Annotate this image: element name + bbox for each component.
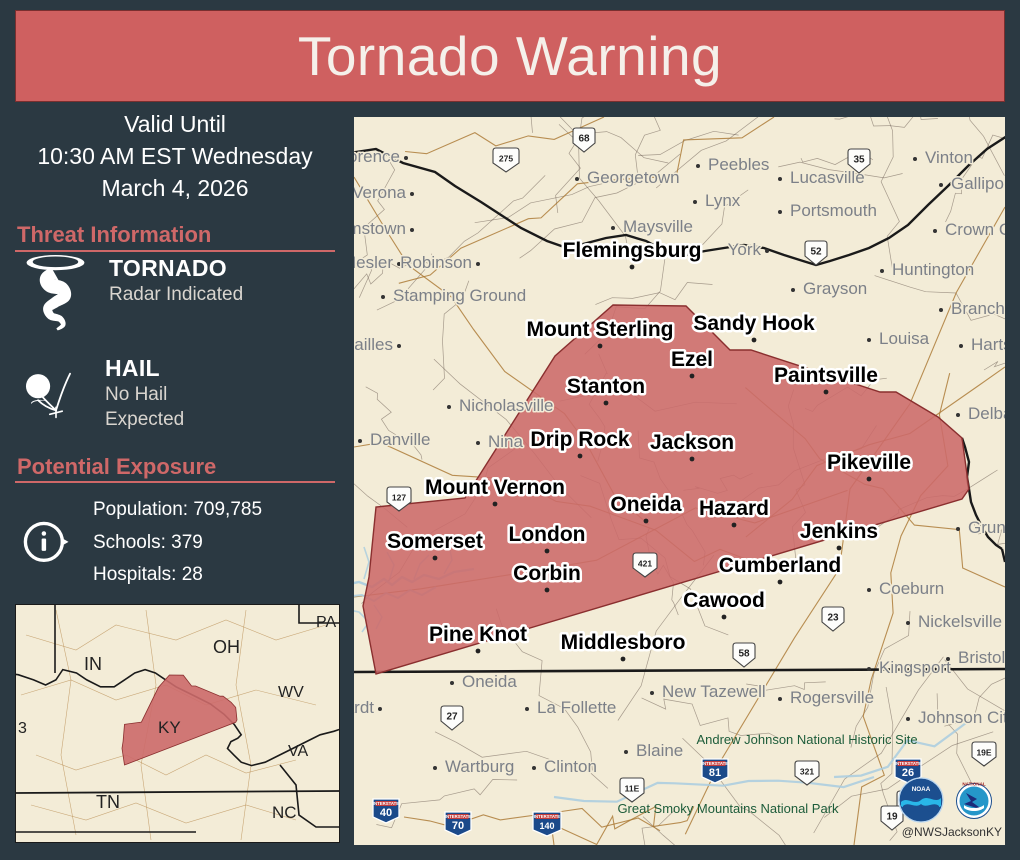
svg-text:19: 19 <box>886 812 898 823</box>
svg-text:Kingsport: Kingsport <box>879 658 951 677</box>
svg-text:Blaine: Blaine <box>636 741 683 760</box>
svg-text:Gallipolis: Gallipolis <box>951 174 1005 193</box>
svg-text:Crown City: Crown City <box>945 220 1005 239</box>
svg-text:Pine Knot: Pine Knot <box>429 623 527 646</box>
svg-text:Nicholasville: Nicholasville <box>459 396 553 415</box>
svg-text:Ezel: Ezel <box>671 348 713 371</box>
svg-text:TN: TN <box>96 792 120 812</box>
svg-text:Florence: Florence <box>354 147 400 166</box>
svg-text:Oneida: Oneida <box>462 672 517 691</box>
svg-text:11E: 11E <box>625 784 640 794</box>
svg-text:27: 27 <box>446 712 458 723</box>
svg-text:Stanton: Stanton <box>567 375 645 398</box>
svg-text:81: 81 <box>709 767 721 779</box>
svg-text:Andrew Johnson National Histor: Andrew Johnson National Historic Site <box>696 732 917 747</box>
svg-text:19E: 19E <box>976 748 991 758</box>
svg-text:58: 58 <box>738 649 750 660</box>
svg-text:140: 140 <box>539 821 554 831</box>
svg-text:KY: KY <box>158 718 181 737</box>
svg-text:Branchland: Branchland <box>951 299 1005 318</box>
svg-text:Harts: Harts <box>971 335 1005 354</box>
svg-text:Middlesboro: Middlesboro <box>561 631 686 654</box>
svg-text:68: 68 <box>578 134 590 145</box>
svg-text:Grundy: Grundy <box>968 518 1005 537</box>
svg-text:NC: NC <box>272 803 297 822</box>
svg-text:Corbin: Corbin <box>513 562 581 585</box>
svg-text:127: 127 <box>392 493 406 503</box>
svg-text:London: London <box>509 523 586 546</box>
svg-text:275: 275 <box>499 154 513 164</box>
svg-text:Robinson: Robinson <box>400 253 472 272</box>
svg-text:Hazard: Hazard <box>699 497 769 520</box>
svg-text:26: 26 <box>902 767 914 779</box>
svg-text:New Tazewell: New Tazewell <box>662 682 766 701</box>
svg-text:Oneida: Oneida <box>610 493 682 516</box>
svg-text:Danville: Danville <box>370 430 430 449</box>
svg-text:Great Smoky Mountains National: Great Smoky Mountains National Park <box>617 801 839 816</box>
svg-text:VA: VA <box>288 743 308 760</box>
svg-text:Louisa: Louisa <box>879 329 930 348</box>
svg-text:Jenkins: Jenkins <box>800 520 878 543</box>
svg-text:PA: PA <box>316 614 336 631</box>
svg-text:Nina: Nina <box>488 432 524 451</box>
svg-text:INTERSTATE: INTERSTATE <box>445 814 471 819</box>
svg-text:INTERSTATE: INTERSTATE <box>702 761 728 766</box>
svg-text:Sandy Hook: Sandy Hook <box>693 312 815 335</box>
svg-text:York: York <box>728 240 762 259</box>
svg-text:@NWSJacksonKY: @NWSJacksonKY <box>902 825 1002 839</box>
svg-text:421: 421 <box>638 559 652 569</box>
svg-text:Georgetown: Georgetown <box>587 168 680 187</box>
svg-text:Bristol: Bristol <box>958 648 1005 667</box>
svg-text:Lucasville: Lucasville <box>790 168 865 187</box>
svg-text:NOAA: NOAA <box>912 786 931 793</box>
svg-text:23: 23 <box>827 613 839 624</box>
svg-text:35: 35 <box>853 155 865 166</box>
svg-text:Clinton: Clinton <box>544 757 597 776</box>
svg-text:WV: WV <box>278 684 304 701</box>
svg-text:Williamstown: Williamstown <box>354 219 406 238</box>
svg-text:Coeburn: Coeburn <box>879 579 944 598</box>
svg-text:Huntington: Huntington <box>892 260 974 279</box>
svg-text:Johnson City: Johnson City <box>918 708 1005 727</box>
svg-text:IN: IN <box>84 654 102 674</box>
svg-text:Somerset: Somerset <box>387 530 483 553</box>
svg-text:Drip Rock: Drip Rock <box>530 428 630 451</box>
svg-text:Allardt: Allardt <box>354 698 374 717</box>
svg-text:Maysville: Maysville <box>623 217 693 236</box>
svg-text:Flemingsburg: Flemingsburg <box>563 239 702 262</box>
svg-text:Portsmouth: Portsmouth <box>790 201 877 220</box>
svg-text:Peebles: Peebles <box>708 155 769 174</box>
svg-text:OH: OH <box>213 637 240 657</box>
svg-text:Mount Sterling: Mount Sterling <box>527 318 674 341</box>
svg-text:Versailles: Versailles <box>354 335 393 354</box>
svg-text:321: 321 <box>800 767 814 777</box>
svg-text:Mount Vernon: Mount Vernon <box>425 476 565 499</box>
svg-text:52: 52 <box>810 247 822 258</box>
svg-text:40: 40 <box>380 807 392 819</box>
svg-text:Stamping Ground: Stamping Ground <box>393 286 526 305</box>
svg-text:70: 70 <box>452 820 464 832</box>
svg-text:INTERSTATE: INTERSTATE <box>895 761 921 766</box>
svg-text:Jackson: Jackson <box>650 431 734 454</box>
svg-text:Cawood: Cawood <box>683 589 765 612</box>
svg-text:INTERSTATE: INTERSTATE <box>373 801 399 806</box>
svg-text:Delbarton: Delbarton <box>968 404 1005 423</box>
svg-text:Hesler: Hesler <box>354 253 393 272</box>
svg-text:Grayson: Grayson <box>803 279 867 298</box>
svg-text:Wartburg: Wartburg <box>445 757 514 776</box>
svg-text:Nickelsville: Nickelsville <box>918 612 1002 631</box>
svg-text:Lynx: Lynx <box>705 191 741 210</box>
svg-text:NATIONAL: NATIONAL <box>962 782 986 787</box>
svg-text:INTERSTATE: INTERSTATE <box>534 814 560 819</box>
svg-text:Vinton: Vinton <box>925 148 973 167</box>
svg-text:Cumberland: Cumberland <box>719 554 842 577</box>
svg-text:Verona: Verona <box>354 183 407 202</box>
svg-text:Rogersville: Rogersville <box>790 688 874 707</box>
svg-text:La Follette: La Follette <box>537 698 616 717</box>
svg-text:Paintsville: Paintsville <box>774 364 878 387</box>
svg-text:3: 3 <box>18 720 27 737</box>
svg-text:Pikeville: Pikeville <box>827 451 911 474</box>
